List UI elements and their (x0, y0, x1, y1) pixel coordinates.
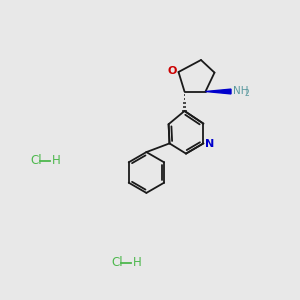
Polygon shape (206, 89, 231, 94)
Text: 2: 2 (245, 89, 250, 98)
Text: NH: NH (233, 85, 248, 96)
Text: Cl: Cl (111, 256, 123, 269)
Text: N: N (205, 139, 214, 149)
Text: H: H (52, 154, 61, 167)
Text: Cl: Cl (30, 154, 42, 167)
Text: O: O (167, 66, 177, 76)
Text: H: H (133, 256, 142, 269)
